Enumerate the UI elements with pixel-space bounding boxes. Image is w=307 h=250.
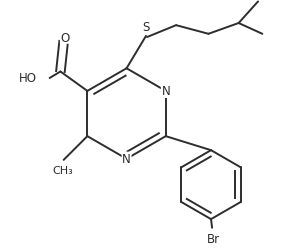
Text: Br: Br: [207, 232, 220, 245]
Text: N: N: [122, 153, 131, 166]
Text: N: N: [161, 85, 170, 98]
Text: S: S: [142, 21, 150, 34]
Text: O: O: [60, 32, 69, 44]
Text: HO: HO: [19, 72, 37, 85]
Text: CH₃: CH₃: [52, 166, 73, 175]
